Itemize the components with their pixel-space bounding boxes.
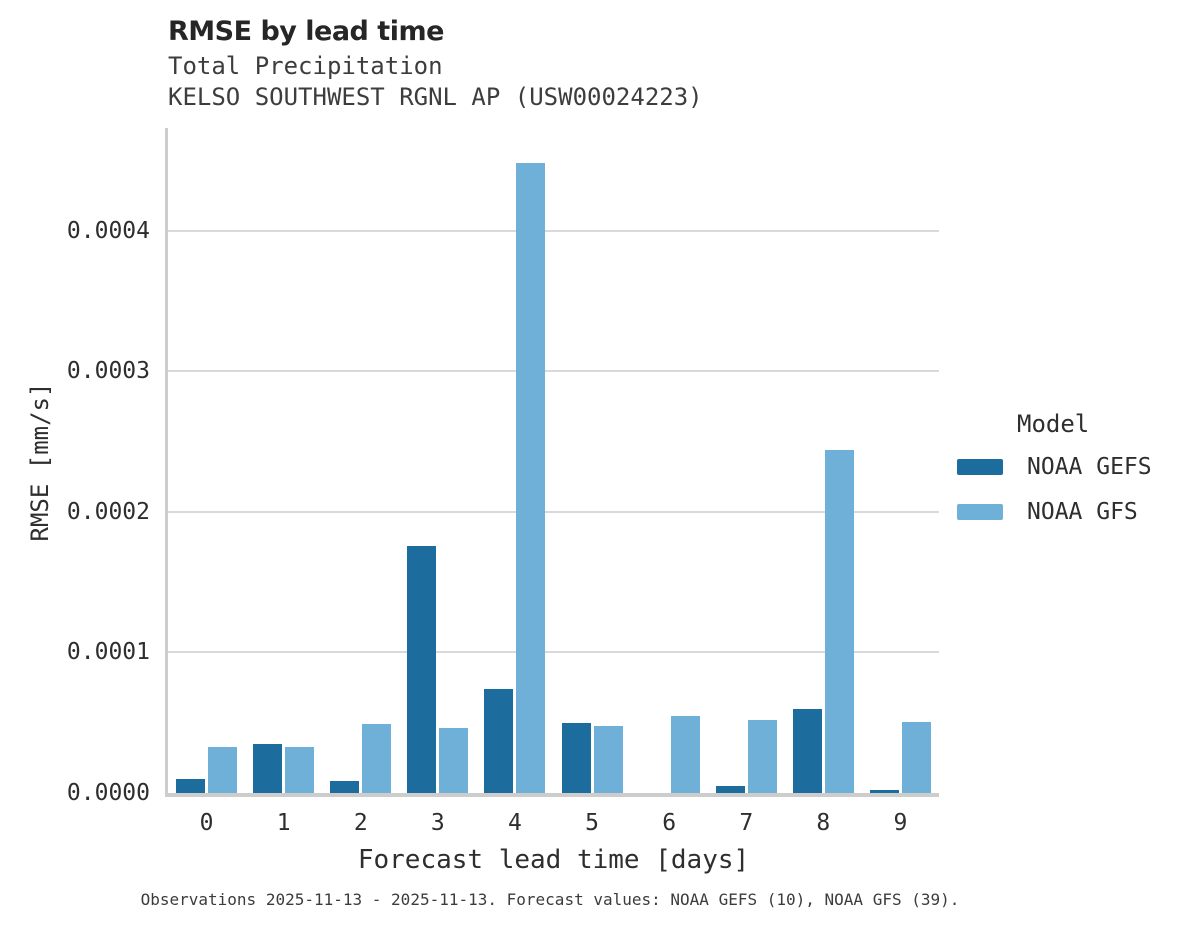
- y-tick-label: 0.0004: [66, 217, 150, 244]
- gfs-color-swatch: [957, 504, 1003, 520]
- y-tick-label: 0.0003: [66, 358, 150, 385]
- chart-subtitle-variable: Total Precipitation: [168, 52, 443, 80]
- gridline: [168, 229, 939, 232]
- x-axis-spine: [165, 793, 939, 797]
- gefs-bar: [715, 786, 745, 793]
- gfs-bar: [285, 746, 315, 793]
- x-tick-label: 3: [430, 810, 445, 836]
- chart-subtitle-station: KELSO SOUTHWEST RGNL AP (USW00024223): [168, 83, 703, 111]
- legend-entry-gefs: NOAA GEFS: [957, 454, 1152, 480]
- x-tick-label: 8: [816, 810, 831, 836]
- x-axis-title: Forecast lead time [days]: [357, 845, 750, 875]
- legend-entry-gfs: NOAA GFS: [957, 499, 1152, 525]
- x-tick-label: 9: [893, 810, 908, 836]
- gfs-bar: [208, 747, 238, 793]
- x-tick-label: 0: [199, 810, 214, 836]
- gefs-bar: [561, 722, 591, 793]
- gfs-bar: [670, 715, 700, 793]
- footer-caption: Observations 2025-11-13 - 2025-11-13. Fo…: [140, 890, 960, 909]
- gridline: [168, 510, 939, 513]
- gfs-bar: [593, 726, 623, 793]
- gfs-bar: [901, 722, 931, 793]
- gfs-bar: [824, 450, 854, 793]
- gefs-bar: [330, 781, 360, 793]
- gefs-bar: [253, 743, 283, 793]
- gefs-bar: [792, 708, 822, 793]
- legend-label-gfs: NOAA GFS: [1027, 499, 1138, 525]
- x-tick-label: 6: [662, 810, 677, 836]
- gfs-bar: [362, 724, 392, 793]
- gridline: [168, 370, 939, 373]
- x-tick-label: 4: [508, 810, 522, 836]
- legend-label-gefs: NOAA GEFS: [1027, 454, 1152, 480]
- x-tick-label: 2: [353, 810, 368, 836]
- gefs-color-swatch: [957, 459, 1003, 475]
- y-axis-spine: [165, 128, 168, 797]
- gfs-bar: [516, 163, 546, 793]
- x-tick-label: 1: [276, 810, 291, 836]
- legend: Model NOAA GEFS NOAA GFS: [957, 410, 1152, 544]
- gridline: [168, 651, 939, 654]
- gefs-bar: [484, 689, 514, 793]
- chart-title: RMSE by lead time: [168, 16, 444, 47]
- x-tick-label: 7: [739, 810, 754, 836]
- gfs-bar: [747, 719, 777, 793]
- y-tick-label: 0.0000: [66, 780, 150, 806]
- y-tick-label: 0.0002: [66, 498, 150, 525]
- legend-title: Model: [1017, 410, 1090, 438]
- gfs-bar: [439, 728, 469, 793]
- gefs-bar: [869, 790, 899, 793]
- x-tick-label: 5: [585, 810, 599, 836]
- gefs-bar: [407, 545, 437, 793]
- gefs-bar: [176, 778, 206, 793]
- plot-area: [168, 128, 939, 793]
- y-tick-label: 0.0001: [66, 639, 150, 666]
